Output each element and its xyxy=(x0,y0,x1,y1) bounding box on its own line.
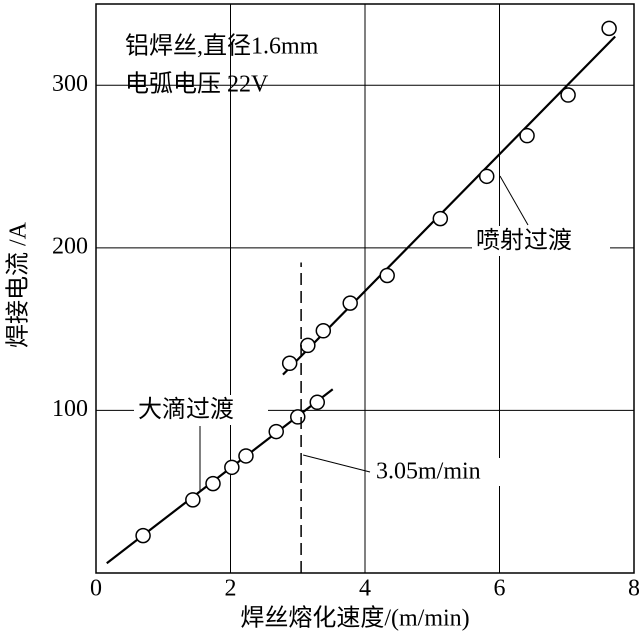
fit-line xyxy=(282,35,616,376)
x-tick-label: 4 xyxy=(359,576,371,602)
data-point xyxy=(268,423,284,440)
x-axis-title: 焊丝熔化速度/(m/min) xyxy=(240,605,469,632)
plot-frame xyxy=(95,3,635,574)
annotation: 电弧电压 22V xyxy=(125,71,269,98)
data-point xyxy=(238,448,254,464)
data-point xyxy=(309,394,326,411)
data-point xyxy=(224,459,240,476)
leader-line xyxy=(302,454,371,473)
marker-label: 3.05m/min xyxy=(376,459,481,485)
y-tick-label: 200 xyxy=(52,233,88,259)
x-tick-label: 0 xyxy=(90,576,102,602)
series-label: 喷射过渡 xyxy=(476,226,572,254)
y-axis-title: 焊接电流 /A xyxy=(5,221,32,348)
x-tick-label: 2 xyxy=(225,576,237,602)
series-label: 大滴过渡 xyxy=(138,395,234,423)
data-point xyxy=(601,20,617,37)
data-point xyxy=(478,168,495,185)
data-point xyxy=(185,492,201,508)
label-bg xyxy=(372,458,522,486)
label-bg xyxy=(134,395,268,425)
data-point xyxy=(281,355,298,372)
leader-line xyxy=(499,175,529,226)
data-point xyxy=(290,409,306,425)
data-point xyxy=(432,210,449,227)
data-point xyxy=(342,295,358,311)
data-point xyxy=(379,267,395,284)
y-tick-label: 300 xyxy=(52,71,88,97)
data-point xyxy=(300,337,316,354)
data-point xyxy=(315,323,332,339)
label-bg xyxy=(472,226,610,256)
data-point xyxy=(560,87,576,103)
x-tick-label: 8 xyxy=(628,576,639,602)
annotation: 铝焊丝,直径1.6mm xyxy=(125,33,319,60)
data-point xyxy=(135,527,151,544)
data-point xyxy=(205,475,221,492)
y-tick-label: 100 xyxy=(52,396,88,422)
data-point xyxy=(519,127,535,144)
x-tick-label: 6 xyxy=(494,576,506,602)
